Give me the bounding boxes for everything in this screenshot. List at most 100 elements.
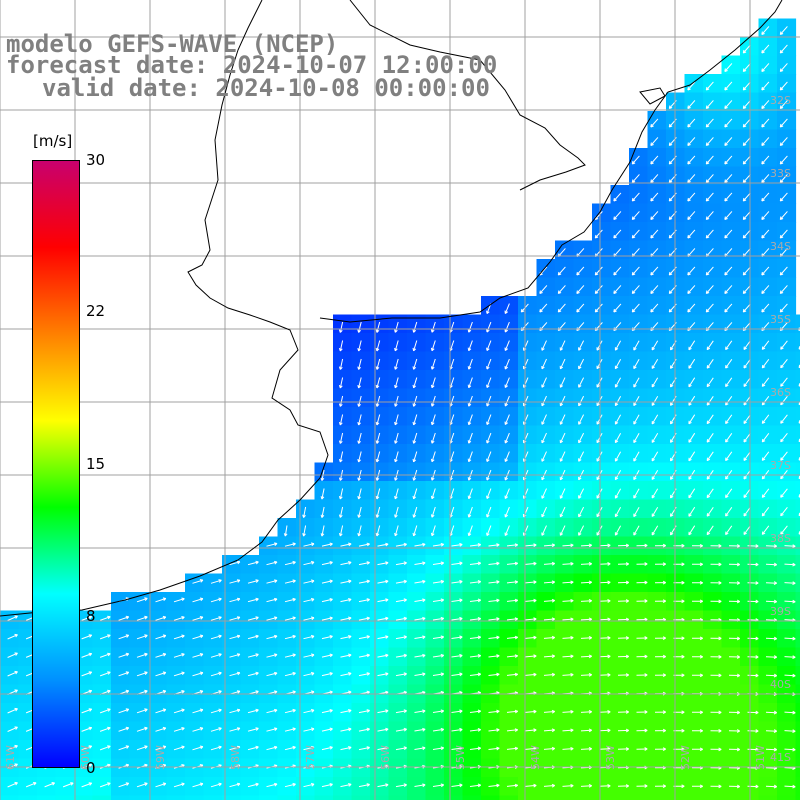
wind-arrow-head [348,562,352,565]
wind-arrow [631,192,640,202]
wind-arrow [395,543,407,547]
wind-arrow [784,785,796,788]
wind-arrow-head [89,634,93,638]
wind-arrow [488,544,500,547]
wind-arrow [210,709,222,714]
wind-arrow-head [144,690,148,694]
wind-arrow [136,782,148,788]
wind-arrow-head [163,635,167,638]
wind-arrow [395,784,407,788]
wind-arrow-head [761,271,763,276]
wind-arrow [414,747,426,750]
wind-arrow-head [644,582,648,585]
wind-arrow [340,598,352,603]
wind-arrow [247,561,259,566]
wind-arrow [469,747,481,750]
wind-arrow-head [779,49,782,54]
wind-arrow [765,767,777,769]
wind-arrow [580,711,592,713]
wind-arrow-head [126,616,130,620]
wind-arrow-head [200,653,204,657]
wind-arrow [81,634,92,640]
wind-arrow [743,507,751,517]
wind-arrow [504,358,510,370]
wind-arrow [376,506,381,518]
wind-arrow [578,358,585,370]
wind-arrow [432,599,444,602]
wind-arrow [339,414,344,426]
wind-cell [592,795,612,800]
wind-cell [259,795,279,800]
wind-arrow-head [718,563,722,567]
wind-arrow-head [705,308,708,313]
wind-arrow-head [107,671,111,675]
wind-arrow-head [15,708,18,712]
wind-arrow [210,598,222,603]
wind-arrow [395,617,407,621]
wind-arrow-head [742,142,745,146]
wind-arrow [339,451,344,463]
wind-arrow-head [761,234,763,239]
wind-arrow [761,81,770,91]
wind-arrow-head [551,618,555,622]
wind-arrow-head [718,767,722,770]
wind-arrow [504,321,510,333]
wind-arrow-head [218,709,222,713]
wind-arrow-head [705,142,708,146]
wind-arrow [266,543,278,547]
wind-arrow [742,137,751,146]
wind-arrow-head [467,440,470,444]
latitude-label: 37S [770,459,791,472]
wind-arrow [651,488,659,499]
wind-cell [610,795,630,800]
wind-arrow [25,782,37,788]
wind-arrow-head [773,767,777,770]
wind-arrow [724,229,733,239]
wind-arrow [761,174,770,183]
wind-arrow-head [681,711,685,715]
wind-arrow-head [292,728,296,731]
longitude-label: 55W [454,745,467,770]
wind-arrow [468,414,473,425]
wind-arrow-head [338,384,341,389]
latitude-label: 32S [770,94,791,107]
wind-arrow-head [274,635,278,639]
wind-arrow-head [255,783,259,787]
wind-arrow-head [218,653,222,657]
wind-arrow-head [200,635,204,639]
wind-arrow [599,544,611,547]
wind-arrow [431,451,436,462]
wind-arrow [486,414,492,425]
wind-arrow-head [705,86,708,91]
wind-arrow [742,266,751,276]
wind-arrow [688,506,696,517]
wind-arrow-head [496,673,500,677]
wind-arrow [414,784,426,787]
wind-arrow-head [292,746,296,750]
wind-arrow [706,525,714,535]
wind-arrow-head [403,710,407,713]
wind-arrow-head [780,531,782,535]
wind-cell [666,795,686,800]
wind-arrow-head [385,636,389,639]
wind-arrow-head [181,635,185,639]
wind-arrow-head [181,746,185,750]
wind-arrow-head [557,271,560,276]
wind-arrow [339,506,344,518]
wind-cell [370,795,390,800]
wind-arrow [580,637,592,639]
wind-arrow [284,654,296,658]
wind-arrow [358,432,362,444]
wind-arrow-head [89,671,93,675]
colorbar-tick-8: 8 [86,607,96,625]
wind-arrow-head [477,562,481,566]
wind-arrow-head [357,403,360,407]
wind-arrow-head [412,514,415,518]
wind-arrow [321,746,333,751]
wind-arrow [432,636,444,639]
wind-arrow [451,544,463,547]
wind-arrow [779,229,788,239]
wind-arrow [594,248,603,257]
wind-cell [536,795,556,800]
wind-arrow-head [625,600,629,603]
